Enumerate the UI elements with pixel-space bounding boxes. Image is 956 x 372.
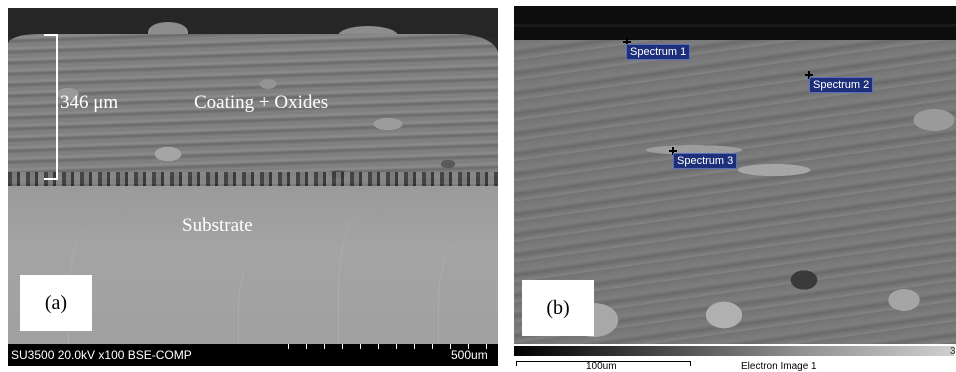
mounting-background <box>8 8 498 38</box>
info-bar <box>8 344 498 366</box>
spectrum-2-label: Spectrum 2 <box>809 77 874 93</box>
panel-label-a: (a) <box>20 275 92 331</box>
coating-label: Coating + Oxides <box>194 92 329 113</box>
scale-bar-label: 500um <box>451 348 488 362</box>
spectrum-marker <box>669 147 677 155</box>
thickness-bracket <box>44 34 58 180</box>
scale-bar-label: 100um <box>586 361 617 372</box>
substrate-label: Substrate <box>182 215 253 236</box>
scale-bar <box>516 361 691 366</box>
info-bar-text: SU3500 20.0kV x100 BSE-COMP <box>11 348 192 362</box>
spectrum-1-label: Spectrum 1 <box>626 44 691 60</box>
spectrum-marker <box>623 38 631 46</box>
spectrum-marker <box>805 71 813 79</box>
grayscale-bar <box>514 346 954 356</box>
panel-label-b: (b) <box>522 280 594 336</box>
interface-layer <box>8 172 498 188</box>
spectrum-3-label: Spectrum 3 <box>673 153 738 169</box>
surface-line <box>514 24 956 61</box>
image-label: Electron Image 1 <box>741 361 817 372</box>
sem-image-a: SU3500 20.0kV x100 BSE-COMP 500um 346 μm… <box>8 8 498 366</box>
sem-image-b: Spectrum 1 Spectrum 2 Spectrum 3 (b) <box>514 6 956 344</box>
edge-number: 3 <box>950 346 956 357</box>
coating-layer <box>8 34 498 184</box>
thickness-label: 346 μm <box>60 92 119 113</box>
scale-bar-ticks <box>288 344 488 350</box>
